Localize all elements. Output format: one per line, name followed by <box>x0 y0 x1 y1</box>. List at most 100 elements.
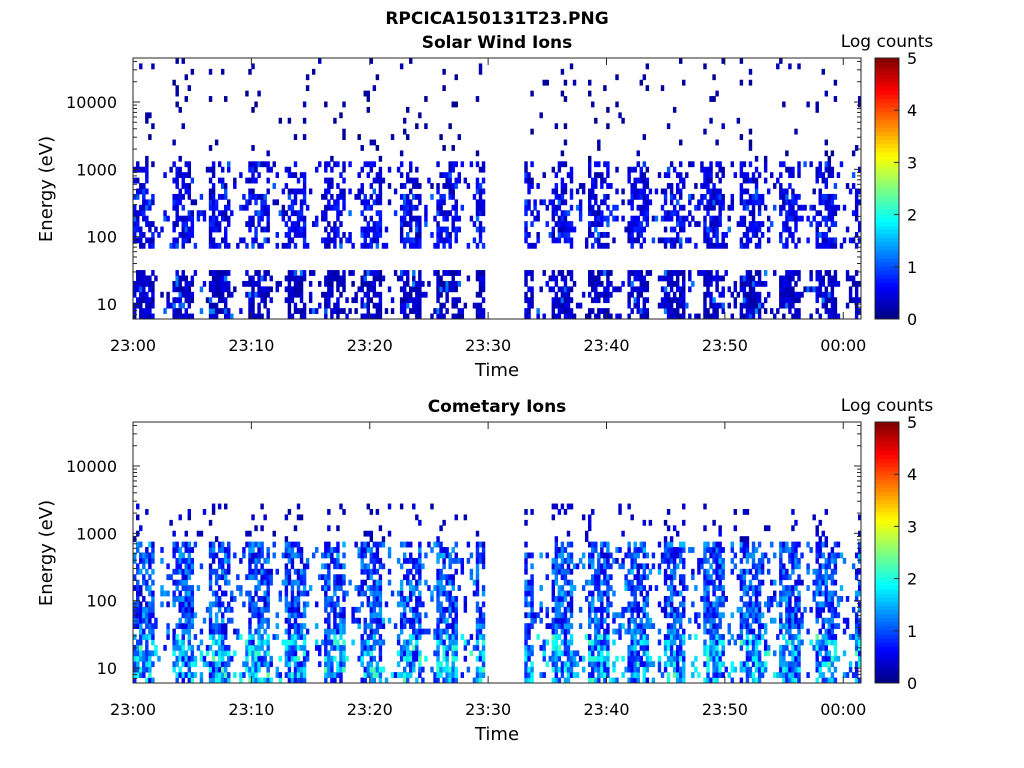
spectrogram-cell <box>591 650 595 657</box>
spectrogram-cell <box>706 166 710 173</box>
spectrogram-cell <box>578 557 583 564</box>
spectrogram-cell <box>220 672 225 678</box>
spectrogram-cell <box>202 215 207 222</box>
spectrogram-cell <box>406 221 410 227</box>
spectrogram-cell <box>175 221 179 227</box>
spectrogram-cell <box>327 623 331 630</box>
spectrogram-cell <box>427 280 431 287</box>
spectrogram-cell <box>260 193 264 200</box>
spectrogram-cell <box>451 193 455 200</box>
spectrogram-cell <box>375 672 380 678</box>
spectrogram-cell <box>645 563 650 570</box>
spectrogram-cell <box>679 634 683 640</box>
spectrogram-cell <box>305 85 310 92</box>
spectrogram-cell <box>442 547 446 553</box>
spectrogram-cell <box>791 210 795 217</box>
spectrogram-cell <box>851 150 856 157</box>
spectrogram-cell <box>751 193 756 200</box>
spectrogram-cell <box>251 547 255 553</box>
spectrogram-cell <box>275 280 279 287</box>
spectrogram-cell <box>357 623 361 630</box>
spectrogram-cell <box>630 568 634 575</box>
spectrogram-cell <box>824 193 829 200</box>
spectrogram-cell <box>302 117 307 124</box>
spectrogram-cell <box>266 177 270 184</box>
spectrogram-cell <box>445 226 449 233</box>
spectrogram-cell <box>445 650 449 657</box>
spectrogram-cell <box>402 193 407 200</box>
spectrogram-cell <box>545 221 549 227</box>
spectrogram-cell <box>217 161 222 168</box>
spectrogram-cell <box>366 270 370 276</box>
spectrogram-cell <box>172 639 176 646</box>
spectrogram-cell <box>175 677 179 684</box>
spectrogram-cell <box>797 161 801 168</box>
spectrogram-cell <box>339 579 343 586</box>
spectrogram-cell <box>454 557 458 564</box>
spectrogram-cell <box>751 286 756 293</box>
spectrogram-cell <box>166 574 170 581</box>
spectrogram-cell <box>545 574 549 581</box>
spectrogram-cell <box>481 242 486 249</box>
spectrogram-cell <box>375 541 380 548</box>
spectrogram-cell <box>333 275 337 282</box>
spectrogram-cell <box>208 617 213 624</box>
spectrogram-cell <box>151 677 155 684</box>
spectrogram-cell <box>760 193 765 200</box>
spectrogram-cell <box>557 193 562 200</box>
spectrogram-cell <box>151 568 155 575</box>
spectrogram-cell <box>233 183 237 189</box>
spectrogram-cell <box>524 204 528 211</box>
spectrogram-cell <box>439 286 443 293</box>
spectrogram-cell <box>175 639 179 646</box>
spectrogram-cell <box>584 634 589 640</box>
spectrogram-cell <box>530 221 534 227</box>
spectrogram-cell <box>706 177 710 184</box>
spectrogram-cell <box>594 666 598 673</box>
spectrogram-cell <box>214 302 219 309</box>
spectrogram-cell <box>363 215 367 222</box>
spectrogram-cell <box>642 601 647 608</box>
spectrogram-cell <box>657 639 662 646</box>
spectrogram-cell <box>533 617 537 624</box>
spectrogram-cell <box>178 302 182 309</box>
spectrogram-cell <box>136 286 140 293</box>
colorbar-step <box>875 90 899 96</box>
spectrogram-cell <box>451 183 455 189</box>
spectrogram-cell <box>190 606 195 613</box>
spectrogram-cell <box>351 612 355 619</box>
spectrogram-cell <box>184 563 188 570</box>
spectrogram-cell <box>591 590 595 597</box>
spectrogram-cell <box>630 226 634 233</box>
spectrogram-cell <box>266 606 270 613</box>
spectrogram-cell <box>266 204 270 211</box>
spectrogram-cell <box>591 188 595 195</box>
spectrogram-cell <box>418 557 422 564</box>
spectrogram-cell <box>442 226 446 233</box>
spectrogram-cell <box>679 58 683 64</box>
spectrogram-cell <box>293 280 298 287</box>
spectrogram-cell <box>260 563 264 570</box>
colorbar-step <box>875 98 899 104</box>
spectrogram-cell <box>342 286 346 293</box>
spectrogram-cell <box>363 530 367 537</box>
spectrogram-cell <box>551 286 556 293</box>
spectrogram-cell <box>290 606 295 613</box>
spectrogram-cell <box>854 270 859 276</box>
spectrogram-cell <box>630 612 634 619</box>
spectrogram-cell <box>833 313 838 320</box>
spectrogram-cell <box>645 590 650 597</box>
spectrogram-cell <box>739 79 744 86</box>
spectrogram-cell <box>688 210 692 217</box>
spectrogram-cell <box>551 188 556 195</box>
spectrogram-cell <box>588 90 592 97</box>
spectrogram-cell <box>363 193 367 200</box>
spectrogram-cell <box>251 606 255 613</box>
spectrogram-cell <box>721 275 725 282</box>
spectrogram-cell <box>393 210 398 217</box>
spectrogram-cell <box>287 291 292 298</box>
spectrogram-cell <box>633 623 637 630</box>
spectrogram-cell <box>378 291 383 298</box>
spectrogram-cell <box>269 579 273 586</box>
y-tick-label: 1000 <box>76 160 117 179</box>
